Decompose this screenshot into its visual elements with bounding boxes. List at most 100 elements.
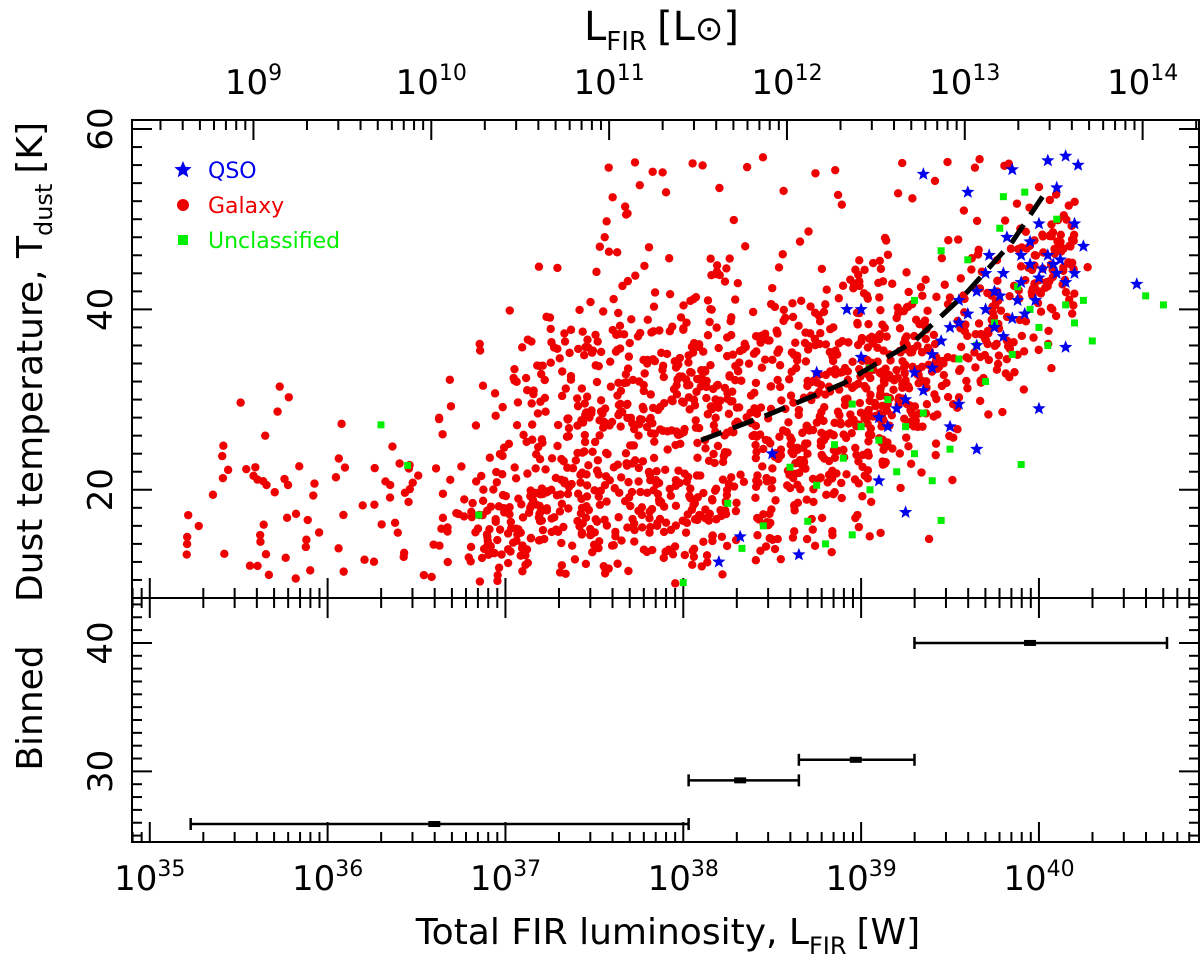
galaxy-point — [828, 530, 837, 540]
galaxy-point — [614, 513, 623, 522]
galaxy-point — [535, 535, 545, 545]
galaxy-point — [790, 500, 799, 510]
galaxy-point — [223, 465, 233, 475]
y-tick-label: 60 — [81, 107, 121, 150]
galaxy-point — [908, 194, 917, 203]
galaxy-point — [846, 275, 855, 284]
bottom-panel-frame — [131, 597, 1200, 843]
galaxy-point — [984, 410, 993, 419]
galaxy-point — [786, 391, 796, 400]
galaxy-point — [184, 510, 193, 520]
galaxy-point — [679, 325, 688, 334]
x-tick-label: 1036 — [292, 857, 363, 899]
unclassified-point — [1071, 319, 1079, 327]
galaxy-point — [971, 330, 980, 339]
qso-point — [970, 442, 984, 455]
galaxy-point — [639, 405, 648, 414]
galaxy-point — [863, 343, 873, 352]
galaxy-point — [542, 488, 551, 497]
galaxy-point — [717, 532, 727, 541]
galaxy-point — [615, 488, 624, 498]
legend-label-unclassified: Unclassified — [208, 229, 340, 254]
galaxy-point — [301, 542, 311, 552]
galaxy-point — [493, 535, 502, 545]
galaxy-point — [582, 392, 592, 401]
galaxy-point — [497, 550, 506, 559]
galaxy-point — [538, 525, 548, 535]
galaxy-point — [670, 542, 680, 551]
top-x-tick-label: 1013 — [929, 61, 1000, 103]
galaxy-point — [671, 481, 680, 491]
legend-marker-galaxy — [177, 199, 189, 211]
galaxy-point — [637, 510, 647, 520]
galaxy-point — [494, 563, 504, 572]
bottom-x-axis-title: Total FIR luminosity, LFIR [W] — [415, 912, 920, 960]
galaxy-point — [545, 313, 555, 322]
galaxy-point — [431, 464, 441, 473]
galaxy-point — [475, 346, 485, 355]
galaxy-point — [505, 306, 514, 315]
galaxy-point — [696, 471, 705, 480]
galaxy-point — [558, 367, 567, 376]
galaxy-point — [590, 486, 599, 495]
galaxy-point — [245, 561, 255, 570]
galaxy-point — [478, 496, 488, 506]
galaxy-point — [656, 402, 665, 412]
galaxy-point — [751, 493, 760, 502]
galaxy-point — [848, 383, 857, 393]
galaxy-point — [819, 416, 828, 426]
qso-point — [1035, 261, 1050, 275]
galaxy-point — [1067, 235, 1077, 244]
galaxy-point — [799, 443, 808, 453]
galaxy-point — [602, 217, 611, 226]
unclassified-point — [804, 517, 812, 525]
galaxy-point — [405, 484, 415, 494]
x-tick-label: 1037 — [470, 857, 541, 899]
galaxy-point — [540, 375, 549, 385]
galaxy-point — [617, 536, 626, 545]
top-y-axis-title: Dust temperature, Tdust[K] — [10, 122, 58, 602]
unclassified-point — [866, 486, 874, 494]
galaxy-point — [864, 319, 873, 329]
galaxy-point — [626, 501, 635, 511]
galaxy-point — [906, 459, 916, 469]
top-panel-ticks: 109 1010 1011 1012 1013 1014 20 40 60 — [81, 61, 1199, 598]
galaxy-point — [731, 506, 741, 516]
galaxy-point — [671, 579, 680, 588]
galaxy-point — [665, 289, 675, 299]
galaxy-point — [898, 357, 907, 366]
galaxy-point — [880, 323, 889, 333]
galaxy-point — [774, 345, 784, 354]
galaxy-point — [615, 321, 625, 331]
galaxy-point — [577, 416, 586, 425]
galaxy-point — [732, 498, 741, 508]
unclassified-point — [813, 481, 821, 489]
galaxy-point — [898, 379, 907, 389]
galaxy-point — [295, 462, 304, 471]
galaxy-point — [339, 567, 348, 576]
qso-point — [993, 288, 1007, 302]
galaxy-point — [693, 453, 702, 462]
galaxy-point — [182, 550, 191, 559]
galaxy-point — [648, 167, 657, 176]
galaxy-point — [994, 351, 1004, 360]
galaxy-point — [659, 527, 669, 537]
galaxy-point — [737, 376, 746, 385]
galaxy-point — [984, 355, 994, 365]
galaxy-point — [605, 357, 615, 366]
unclassified-point — [1088, 337, 1096, 345]
galaxy-point — [553, 441, 562, 451]
galaxy-point — [706, 254, 715, 263]
galaxy-point — [949, 433, 958, 442]
galaxy-point — [1065, 241, 1074, 250]
galaxy-point — [779, 186, 788, 196]
qso-point — [872, 410, 886, 424]
galaxy-point — [863, 294, 872, 303]
galaxy-point — [658, 168, 667, 177]
galaxy-point — [563, 415, 573, 424]
galaxy-point — [829, 489, 838, 499]
unclassified-point — [404, 461, 412, 469]
galaxy-point — [834, 294, 844, 303]
galaxy-point — [580, 399, 589, 408]
galaxy-point — [624, 493, 634, 502]
